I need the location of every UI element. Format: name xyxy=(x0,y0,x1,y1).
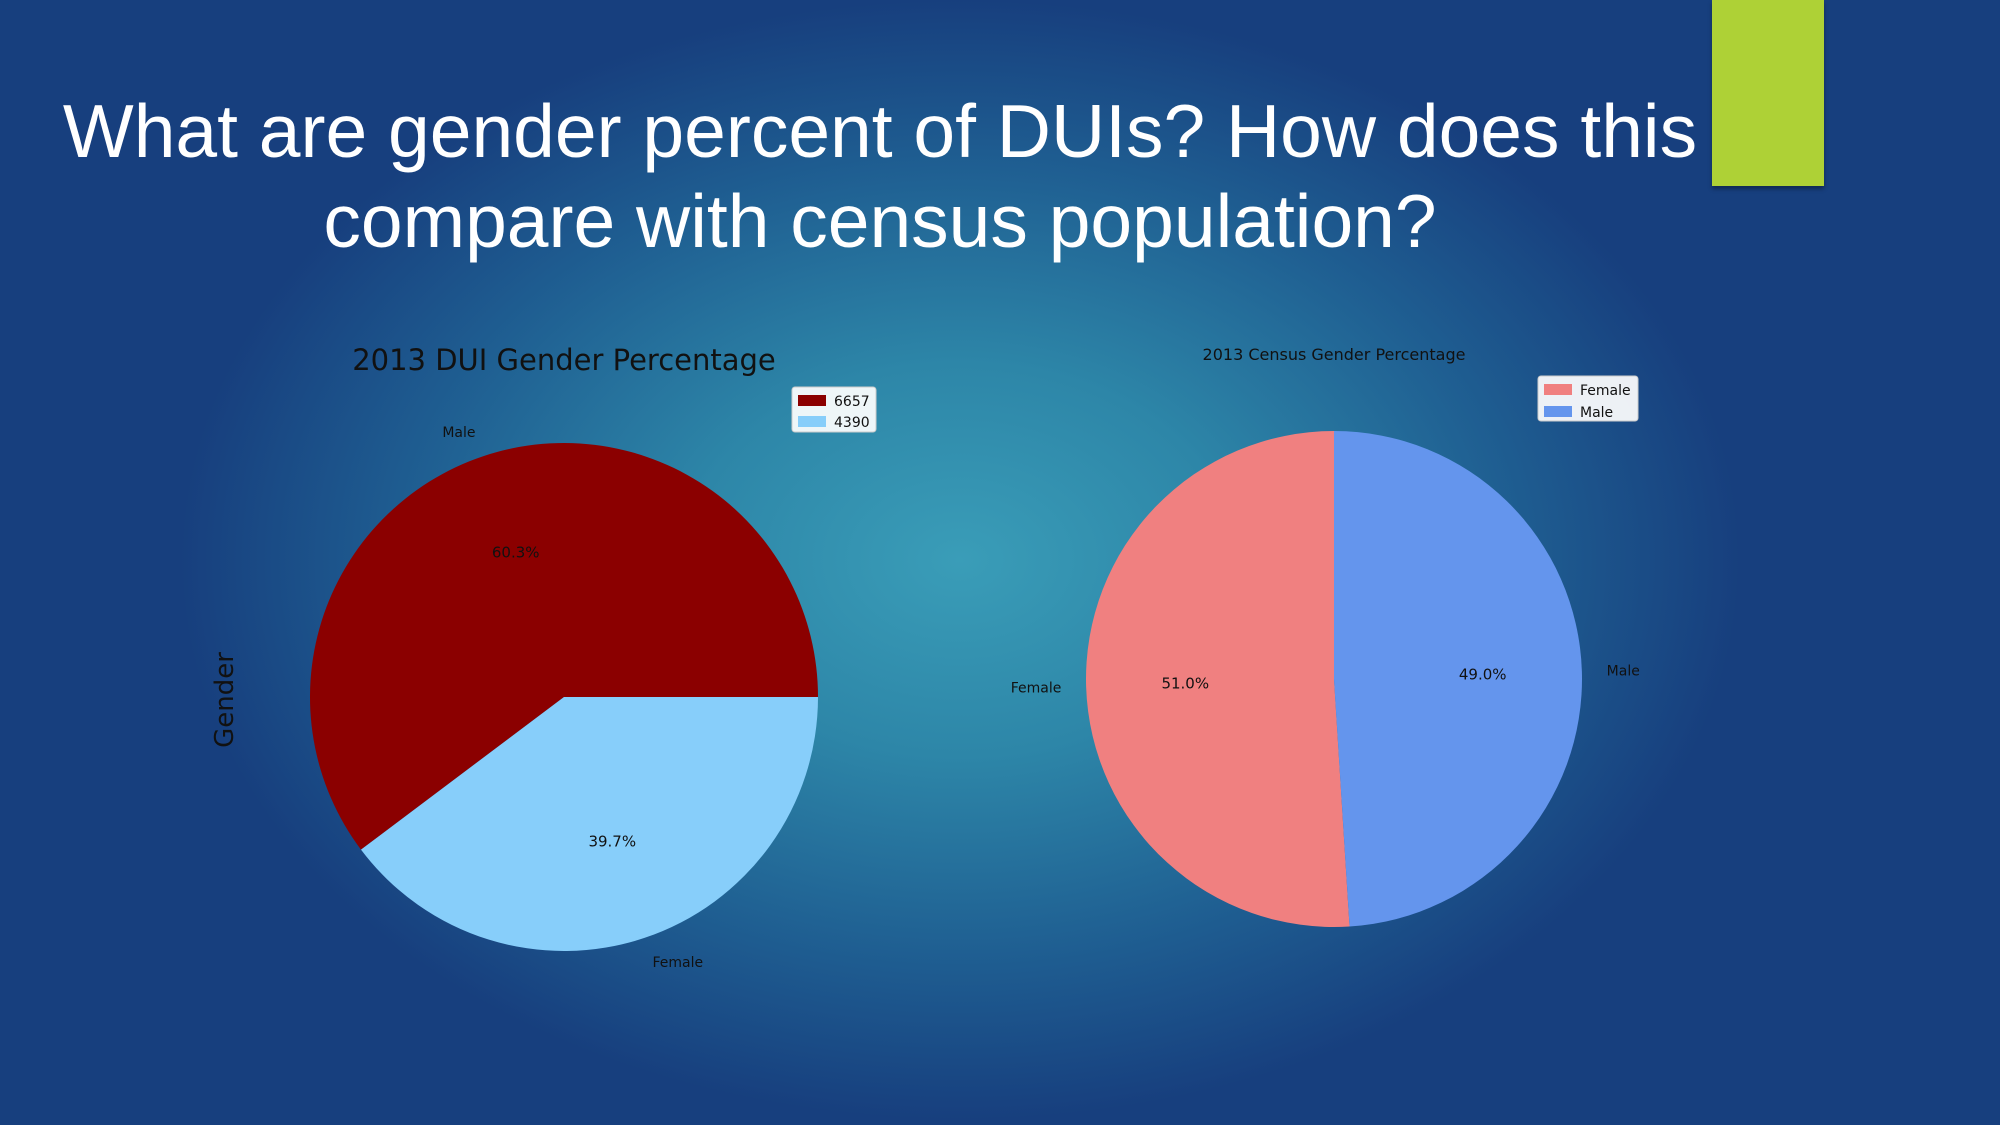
dui-pct-label-female: 39.7% xyxy=(588,833,636,851)
census-legend-swatch-1 xyxy=(1544,406,1572,417)
census-slice-male xyxy=(1334,431,1582,927)
census-legend: Female Male xyxy=(1537,375,1639,422)
census-legend-label-0: Female xyxy=(1580,383,1631,399)
dui-category-label-male: Male xyxy=(442,425,475,441)
dui-slice-female xyxy=(360,697,818,951)
dui-category-label-female: Female xyxy=(653,955,704,971)
dui-pct-label-male: 60.3% xyxy=(492,543,540,561)
census-pct-label-female: 51.0% xyxy=(1161,675,1209,693)
dui-legend-label-1: 4390 xyxy=(834,415,870,431)
census-legend-swatch-0 xyxy=(1544,384,1572,395)
census-pie: 51.0% Female 49.0% Male xyxy=(1011,431,1640,928)
dui-legend-swatch-1 xyxy=(798,416,826,427)
census-pct-label-male: 49.0% xyxy=(1459,665,1507,683)
dui-legend-label-0: 6657 xyxy=(834,394,870,410)
dui-pie: 60.3% Male 39.7% Female xyxy=(309,425,818,971)
dui-slice-male xyxy=(309,442,818,850)
dui-chart-title: 2013 DUI Gender Percentage xyxy=(352,343,776,377)
census-pie-chart: 2013 Census Gender Percentage 51.0% Femal… xyxy=(1011,345,1640,928)
dui-legend-swatch-0 xyxy=(798,395,826,406)
census-category-label-male: Male xyxy=(1607,663,1640,679)
census-category-label-female: Female xyxy=(1011,681,1062,697)
census-legend-label-1: Male xyxy=(1580,405,1613,421)
dui-chart-ylabel: Gender xyxy=(210,652,240,748)
accent-bar xyxy=(1712,0,1824,186)
census-chart-title: 2013 Census Gender Percentage xyxy=(1203,345,1466,364)
slide-title: What are gender percent of DUIs? How doe… xyxy=(62,89,1698,263)
dui-pie-chart: 2013 DUI Gender Percentage Gender 60.3% M… xyxy=(210,343,877,971)
dui-legend: 6657 4390 xyxy=(791,386,877,433)
census-slice-female xyxy=(1085,431,1350,928)
